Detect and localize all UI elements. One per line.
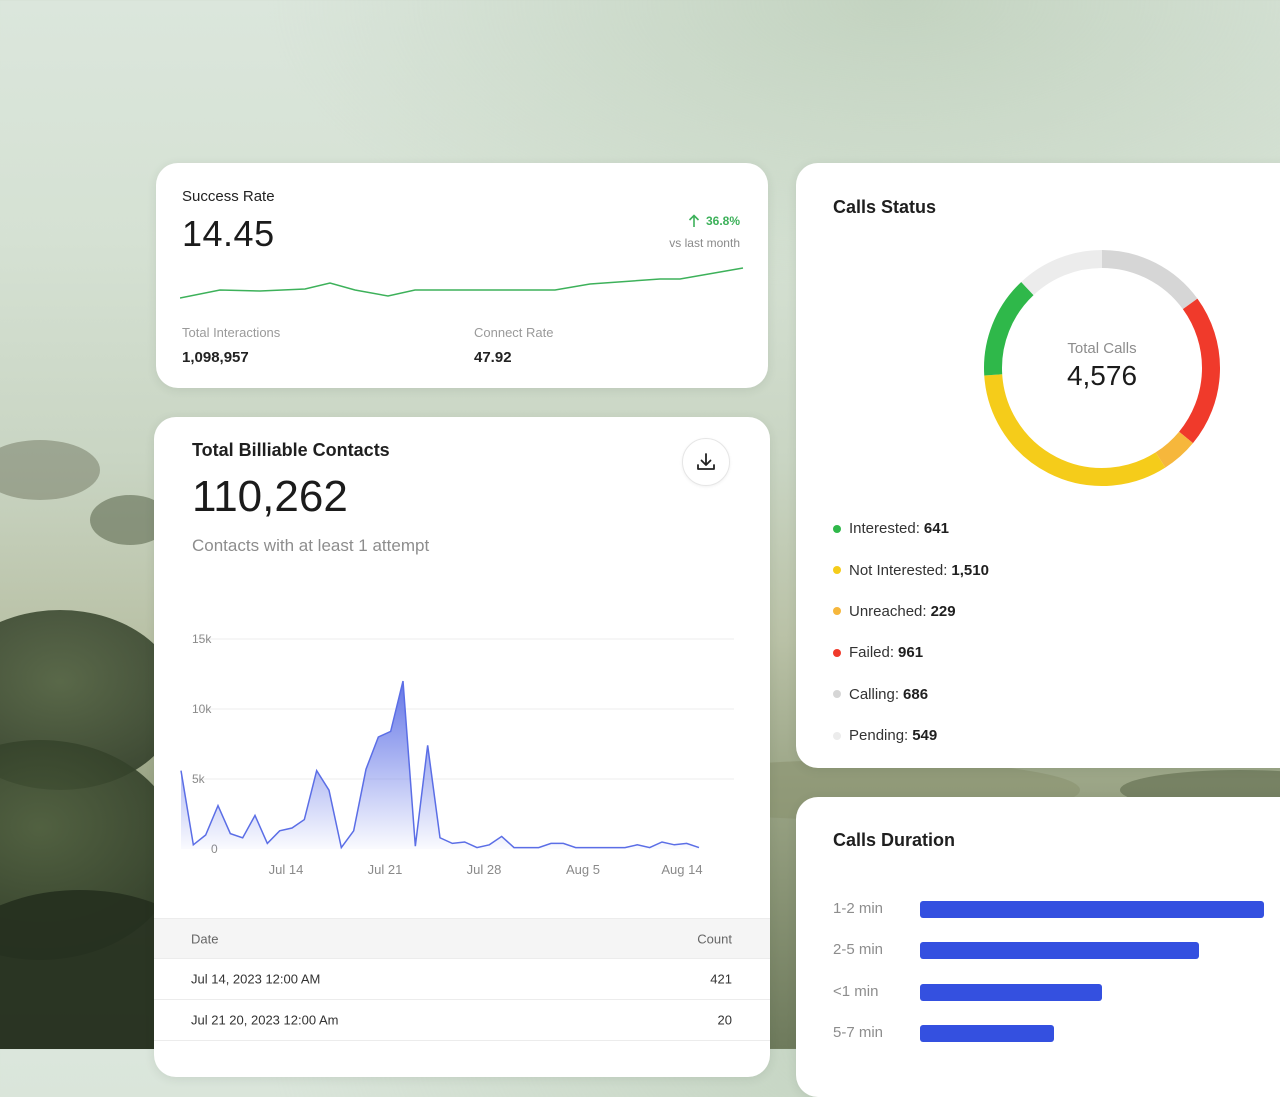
donut-center-value: 4,576 xyxy=(1066,360,1138,391)
row-count: 20 xyxy=(717,1012,732,1028)
legend-value: 961 xyxy=(898,644,924,662)
billable-table: Date Count Jul 14, 2023 12:00 AM 421 Jul… xyxy=(154,918,770,1041)
success-rate-comparison-note: vs last month xyxy=(669,236,740,250)
row-count: 421 xyxy=(710,971,732,987)
legend-value: 1,510 xyxy=(951,561,989,579)
donut-slice xyxy=(1101,250,1198,310)
y-tick-label: 15k xyxy=(192,632,212,646)
download-button[interactable] xyxy=(682,438,730,486)
calls-status-legend: Interested: 641 Not Interested: 1,510 Unre… xyxy=(833,508,989,756)
legend-label: Pending: xyxy=(849,727,909,745)
legend-value: 686 xyxy=(903,685,929,703)
duration-bar xyxy=(920,984,1102,1001)
donut-center-label: Total Calls xyxy=(1067,340,1137,357)
arrow-up-icon xyxy=(688,214,700,227)
y-tick-label: 10k xyxy=(192,702,212,716)
calls-status-donut-chart xyxy=(984,250,1220,486)
legend-item-calling: Calling: 686 xyxy=(833,674,989,715)
donut-slice xyxy=(1021,250,1103,296)
duration-row: 5-7 min xyxy=(833,1023,1280,1043)
x-tick-label: Jul 28 xyxy=(467,862,502,877)
legend-label: Interested: xyxy=(849,520,920,538)
duration-row: 1-2 min xyxy=(833,899,1280,919)
y-tick-label: 5k xyxy=(192,772,206,786)
donut-slice xyxy=(984,281,1034,376)
legend-dot xyxy=(833,607,841,616)
chart-series-line xyxy=(180,680,700,850)
legend-dot xyxy=(833,690,841,699)
legend-item-pending: Pending: 549 xyxy=(833,715,989,756)
x-tick-label: Jul 14 xyxy=(269,862,304,877)
x-tick-label: Aug 14 xyxy=(661,862,702,877)
billable-value: 110,262 xyxy=(192,472,348,521)
download-icon xyxy=(697,453,715,470)
table-row[interactable]: Jul 21 20, 2023 12:00 Am 20 xyxy=(154,1000,770,1041)
legend-dot xyxy=(833,731,841,740)
connect-rate-value: 47.92 xyxy=(474,349,512,366)
legend-dot xyxy=(833,566,841,575)
calls-status-card: Calls Status Total Calls 4,576 Intereste… xyxy=(796,163,1280,768)
calls-duration-card: Calls Duration 1-2 min 2-5 min <1 min 5-… xyxy=(796,797,1280,1097)
legend-item-interested: Interested: 641 xyxy=(833,508,989,549)
duration-label: <1 min xyxy=(833,983,879,1000)
success-rate-change-value: 36.8% xyxy=(705,214,740,228)
duration-label: 1-2 min xyxy=(833,900,884,917)
success-rate-label: Success Rate xyxy=(182,188,275,205)
billable-contacts-card: Total Billiable Contacts 110,262 Contact… xyxy=(154,417,770,1077)
x-tick-label: Jul 21 xyxy=(368,862,403,877)
calls-duration-title: Calls Duration xyxy=(833,830,956,850)
connect-rate-label: Connect Rate xyxy=(474,325,554,340)
column-header-date: Date xyxy=(191,931,219,946)
legend-label: Not Interested: xyxy=(849,561,948,579)
duration-bar xyxy=(920,942,1199,959)
donut-slice xyxy=(1155,431,1193,468)
donut-slice xyxy=(1178,298,1220,444)
donut-slice xyxy=(984,374,1166,486)
duration-bar xyxy=(920,901,1264,918)
row-date: Jul 21 20, 2023 12:00 Am xyxy=(191,1012,339,1028)
chart-area-fill xyxy=(181,681,699,849)
duration-row: 2-5 min xyxy=(833,940,1280,960)
table-row[interactable]: Jul 14, 2023 12:00 AM 421 xyxy=(154,959,770,1000)
legend-dot xyxy=(833,648,841,657)
legend-item-not-interested: Not Interested: 1,510 xyxy=(833,549,989,590)
legend-label: Failed: xyxy=(849,644,895,662)
success-rate-card: Success Rate 14.45 36.8% vs last month T… xyxy=(156,163,768,388)
legend-item-unreached: Unreached: 229 xyxy=(833,591,989,632)
billable-subtitle: Contacts with at least 1 attempt xyxy=(192,536,430,555)
duration-label: 2-5 min xyxy=(833,941,884,958)
table-header: Date Count xyxy=(154,918,770,959)
billable-title: Total Billiable Contacts xyxy=(192,440,390,460)
duration-label: 5-7 min xyxy=(833,1024,884,1041)
x-tick-label: Aug 5 xyxy=(566,862,600,877)
duration-bar xyxy=(920,1025,1054,1042)
duration-row: <1 min xyxy=(833,982,1280,1002)
total-interactions-label: Total Interactions xyxy=(182,325,281,340)
legend-label: Unreached: xyxy=(849,602,927,620)
calls-status-title: Calls Status xyxy=(833,197,937,217)
column-header-count: Count xyxy=(697,931,732,946)
total-interactions-value: 1,098,957 xyxy=(182,349,249,366)
legend-label: Calling: xyxy=(849,685,900,703)
legend-dot xyxy=(833,524,841,533)
row-date: Jul 14, 2023 12:00 AM xyxy=(191,971,321,987)
legend-value: 549 xyxy=(912,727,938,745)
success-rate-value: 14.45 xyxy=(182,213,275,254)
legend-item-failed: Failed: 961 xyxy=(833,632,989,673)
success-rate-sparkline xyxy=(180,267,744,299)
legend-value: 229 xyxy=(930,602,956,620)
success-rate-change: 36.8% xyxy=(688,214,740,228)
legend-value: 641 xyxy=(923,520,949,538)
